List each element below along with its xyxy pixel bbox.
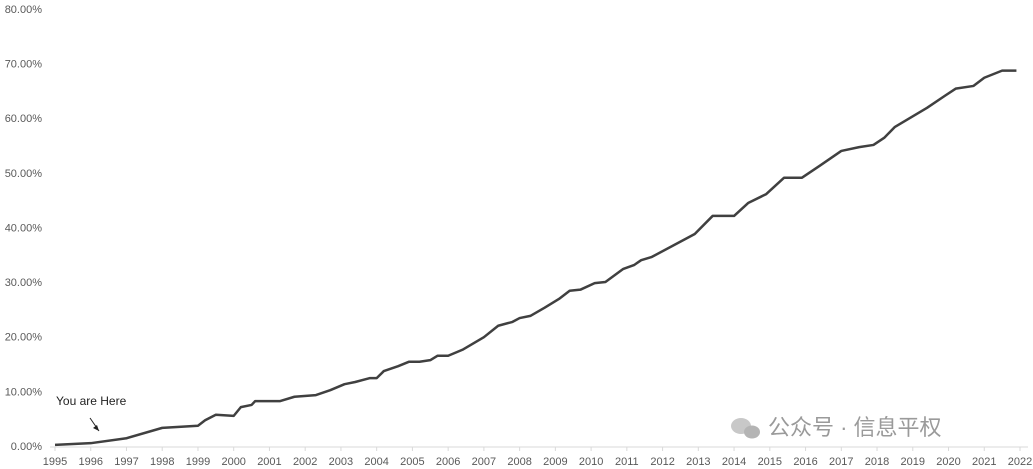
y-tick-label: 60.00%: [5, 113, 43, 125]
x-tick-label: 2016: [793, 456, 817, 468]
y-tick-label: 30.00%: [5, 277, 43, 289]
watermark: 公众号 · 信息平权: [768, 415, 942, 440]
y-tick-label: 40.00%: [5, 222, 43, 234]
x-tick-label: 2018: [865, 456, 889, 468]
x-tick-label: 2021: [972, 456, 996, 468]
y-tick-label: 80.00%: [5, 4, 43, 16]
line: [54, 69, 1017, 447]
watermark-icon: [731, 418, 760, 439]
x-tick-label: 2003: [329, 456, 353, 468]
x-tick-label: 2015: [758, 456, 782, 468]
y-tick-label: 70.00%: [5, 59, 43, 71]
annotation: You are Here: [56, 394, 127, 408]
x-tick-label: 2008: [507, 456, 531, 468]
y-tick-label: 20.00%: [5, 332, 43, 344]
x-tick-label: 1995: [43, 456, 67, 468]
x-tick-label: 1998: [150, 456, 174, 468]
x-tick-label: 2000: [221, 456, 245, 468]
y-tick-label: 0.00%: [11, 441, 42, 453]
y-tick-label: 50.00%: [5, 168, 43, 180]
x-tick-label: 2010: [579, 456, 603, 468]
x-tick-label: 2022: [1008, 456, 1032, 468]
x-tick-label: 2017: [829, 456, 853, 468]
x-tick-label: 2020: [936, 456, 960, 468]
x-tick-label: 2007: [472, 456, 496, 468]
x-tick-label: 1996: [78, 456, 102, 468]
x-tick-label: 2002: [293, 456, 317, 468]
x-tick-label: 2011: [615, 456, 639, 468]
x-tick-label: 2009: [543, 456, 567, 468]
y-tick-label: 10.00%: [5, 386, 43, 398]
x-tick-label: 1997: [114, 456, 138, 468]
x-tick-label: 2006: [436, 456, 460, 468]
x-tick-label: 2004: [364, 456, 388, 468]
x-tick-label: 2005: [400, 456, 424, 468]
x-tick-label: 2001: [257, 456, 281, 468]
x-tick-label: 1999: [186, 456, 210, 468]
x-tick-label: 2014: [722, 456, 746, 468]
x-tick-label: 2012: [650, 456, 674, 468]
x-tick-label: 2019: [901, 456, 925, 468]
x-tick-label: 2013: [686, 456, 710, 468]
arrow-head: [93, 425, 99, 431]
